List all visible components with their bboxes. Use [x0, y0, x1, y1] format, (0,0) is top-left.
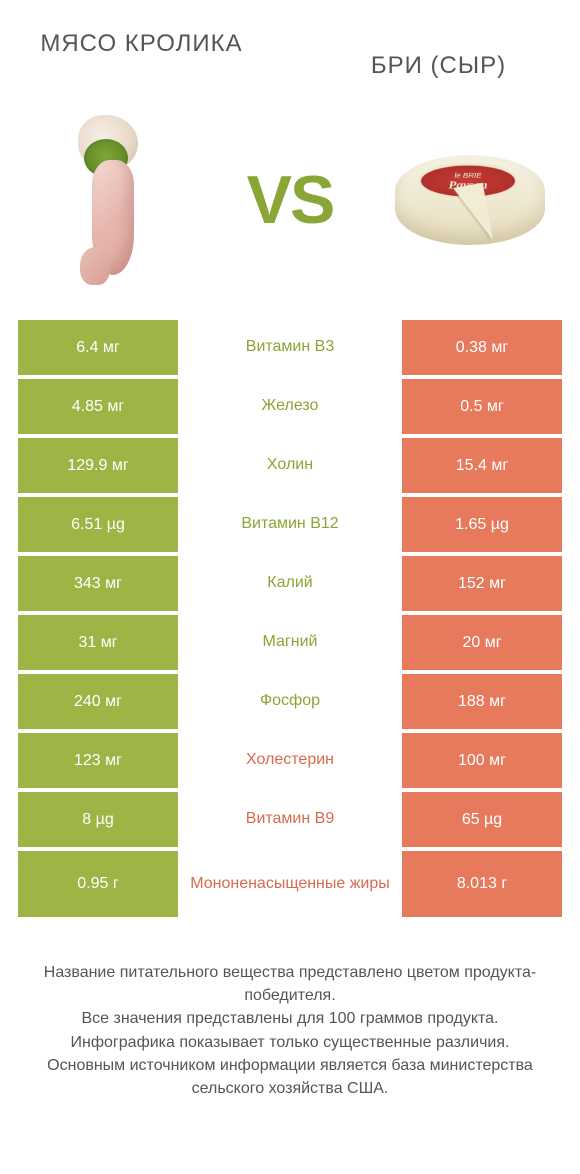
right-product-title: БРИ (СЫР) [317, 30, 560, 80]
header: МЯСО КРОЛИКА БРИ (СЫР) [0, 0, 580, 90]
nutrient-name-cell: Калий [178, 556, 402, 611]
right-product-image: le BRIE Paysan [390, 110, 540, 290]
right-value-cell: 20 мг [402, 615, 562, 670]
right-value-cell: 65 µg [402, 792, 562, 847]
vs-label: VS [247, 166, 334, 234]
nutrient-name-cell: Витамин B3 [178, 320, 402, 375]
right-value-cell: 15.4 мг [402, 438, 562, 493]
table-row: 31 мгМагний20 мг [18, 615, 562, 670]
table-row: 6.4 мгВитамин B30.38 мг [18, 320, 562, 375]
left-product-image [40, 110, 190, 290]
brie-cheese-icon: le BRIE Paysan [390, 145, 540, 255]
left-value-cell: 8 µg [18, 792, 178, 847]
table-row: 240 мгФосфор188 мг [18, 674, 562, 729]
right-value-cell: 0.38 мг [402, 320, 562, 375]
left-value-cell: 31 мг [18, 615, 178, 670]
left-value-cell: 129.9 мг [18, 438, 178, 493]
nutrient-name-cell: Фосфор [178, 674, 402, 729]
nutrient-name-cell: Витамин B9 [178, 792, 402, 847]
comparison-table: 6.4 мгВитамин B30.38 мг4.85 мгЖелезо0.5 … [0, 320, 580, 917]
nutrient-name-cell: Мононенасыщенные жиры [178, 851, 402, 917]
left-value-cell: 6.4 мг [18, 320, 178, 375]
footer-line: Инфографика показывает только существенн… [30, 1031, 550, 1054]
footer-line: Основным источником информации является … [30, 1054, 550, 1100]
left-value-cell: 343 мг [18, 556, 178, 611]
left-product-title: МЯСО КРОЛИКА [20, 30, 263, 58]
images-row: VS le BRIE Paysan [0, 90, 580, 320]
nutrient-name-cell: Холестерин [178, 733, 402, 788]
left-value-cell: 123 мг [18, 733, 178, 788]
right-value-cell: 8.013 г [402, 851, 562, 917]
footer-line: Все значения представлены для 100 граммо… [30, 1007, 550, 1030]
left-value-cell: 240 мг [18, 674, 178, 729]
table-row: 8 µgВитамин B965 µg [18, 792, 562, 847]
right-value-cell: 0.5 мг [402, 379, 562, 434]
left-value-cell: 4.85 мг [18, 379, 178, 434]
nutrient-name-cell: Магний [178, 615, 402, 670]
table-row: 123 мгХолестерин100 мг [18, 733, 562, 788]
table-row: 0.95 гМононенасыщенные жиры8.013 г [18, 851, 562, 917]
footer-notes: Название питательного вещества представл… [0, 921, 580, 1100]
nutrient-name-cell: Железо [178, 379, 402, 434]
table-row: 129.9 мгХолин15.4 мг [18, 438, 562, 493]
nutrient-name-cell: Витамин B12 [178, 497, 402, 552]
nutrient-name-cell: Холин [178, 438, 402, 493]
right-value-cell: 152 мг [402, 556, 562, 611]
table-row: 343 мгКалий152 мг [18, 556, 562, 611]
table-row: 4.85 мгЖелезо0.5 мг [18, 379, 562, 434]
footer-line: Название питательного вещества представл… [30, 961, 550, 1007]
right-value-cell: 188 мг [402, 674, 562, 729]
right-value-cell: 100 мг [402, 733, 562, 788]
table-row: 6.51 µgВитамин B121.65 µg [18, 497, 562, 552]
left-value-cell: 0.95 г [18, 851, 178, 917]
right-value-cell: 1.65 µg [402, 497, 562, 552]
left-value-cell: 6.51 µg [18, 497, 178, 552]
rabbit-meat-icon [70, 115, 160, 285]
